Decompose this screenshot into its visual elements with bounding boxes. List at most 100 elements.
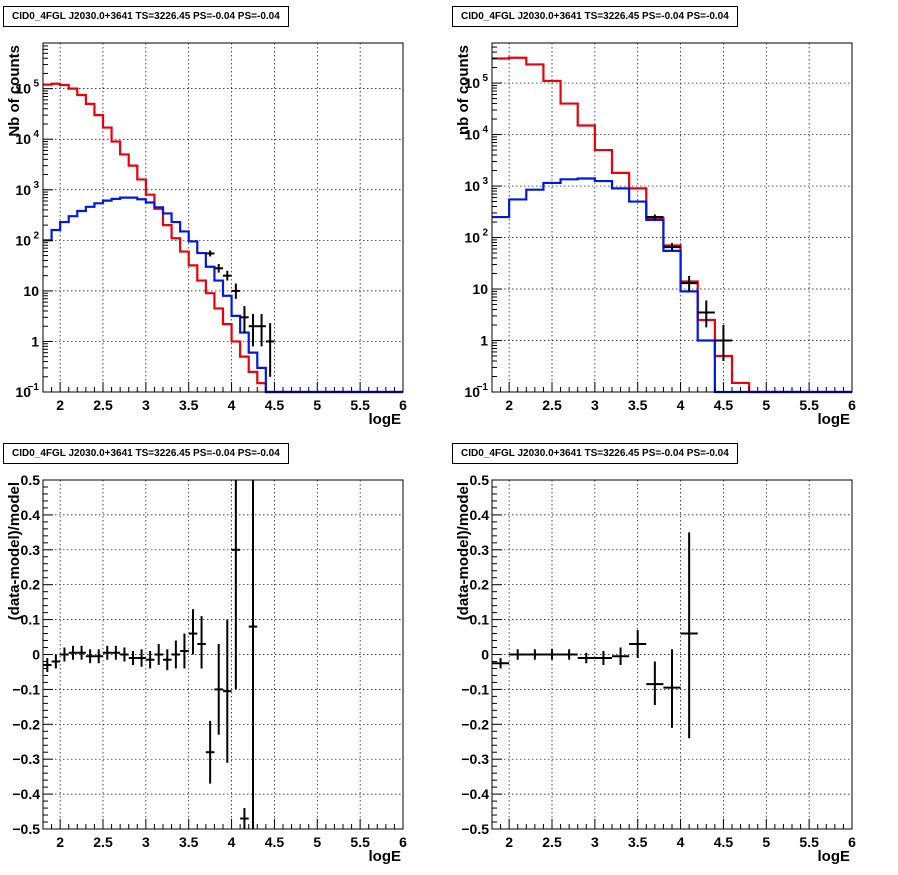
data-point bbox=[205, 720, 215, 784]
chart-title: CID0_4FGL J2030.0+3641 TS=3226.45 PS=-0.… bbox=[3, 6, 289, 27]
data-point bbox=[197, 616, 206, 669]
y-tick-label: 10 bbox=[15, 232, 31, 248]
y-tick-label: −0.3 bbox=[461, 751, 489, 767]
pad-residuals-right: 2 2.5 3 3.5 4 4.5 5 5.5 6 logE −0.5 −0.4 −0.3 −0.2 −0.… bbox=[449, 437, 898, 875]
y-tick-label: 10 bbox=[472, 281, 488, 297]
y-tick-exponent: 4 bbox=[482, 125, 488, 136]
data-point bbox=[137, 649, 146, 667]
y-tick-label: 10 bbox=[23, 283, 39, 299]
y-tick-label: −0.2 bbox=[461, 716, 489, 732]
x-tick-label: 4.5 bbox=[265, 834, 285, 850]
data-point bbox=[163, 649, 172, 671]
data-point bbox=[154, 644, 163, 665]
y-tick-label: 10 bbox=[15, 384, 31, 400]
y-tick-label: 10 bbox=[15, 81, 31, 97]
data-point bbox=[612, 647, 630, 665]
pad-counts-right: 2 2.5 3 3.5 4 4.5 5 5.5 6 logE 10 −1 1 10 10 2 10 3 10 4 10 5… bbox=[449, 0, 898, 437]
y-tick-label: 0.5 bbox=[21, 472, 41, 488]
y-tick-label: 10 bbox=[464, 230, 480, 246]
data-point bbox=[714, 325, 732, 362]
y-axis: −0.5 −0.4 −0.3 −0.2 −0.1 0 0.1 0.2 0.3 0.4 0.5(dat… bbox=[6, 472, 53, 837]
y-tick-label: 0.5 bbox=[470, 472, 490, 488]
x-tick-label: 3 bbox=[591, 834, 599, 850]
x-tick-label: 3 bbox=[591, 397, 599, 413]
data-point bbox=[111, 645, 121, 660]
y-tick-exponent: 3 bbox=[482, 176, 488, 187]
x-tick-label: 4.5 bbox=[265, 397, 285, 413]
y-tick-label: 10 bbox=[464, 384, 480, 400]
data-point bbox=[43, 657, 52, 672]
data-point bbox=[205, 250, 215, 257]
data-point bbox=[231, 283, 241, 299]
grid bbox=[43, 480, 403, 829]
x-tick-label: 3.5 bbox=[179, 834, 199, 850]
y-tick-exponent: 5 bbox=[33, 79, 39, 90]
y-axis-label: nb of counts bbox=[455, 45, 472, 135]
data-point bbox=[171, 640, 181, 669]
x-axis-label: logE bbox=[818, 411, 851, 428]
y-tick-exponent: −1 bbox=[28, 382, 40, 393]
x-tick-label: 2 bbox=[56, 834, 64, 850]
x-tick-label: 5 bbox=[313, 397, 321, 413]
x-tick-label: 4 bbox=[677, 834, 685, 850]
y-tick-label: 10 bbox=[464, 178, 480, 194]
x-tick-label: 6 bbox=[848, 834, 856, 850]
x-tick-label: 6 bbox=[399, 397, 407, 413]
data-point bbox=[265, 323, 275, 377]
x-tick-label: 4 bbox=[228, 397, 236, 413]
x-tick-label: 5.5 bbox=[350, 834, 370, 850]
data-point bbox=[663, 649, 681, 728]
x-tick-label: 3.5 bbox=[628, 397, 648, 413]
data-point bbox=[663, 243, 681, 251]
chart-residuals-left: 2 2.5 3 3.5 4 4.5 5 5.5 6logE−0.5−0.4−0.3−0.2−0.… bbox=[6, 472, 407, 865]
x-tick-label: 5 bbox=[313, 834, 321, 850]
data-point bbox=[77, 645, 86, 660]
data-point bbox=[60, 647, 69, 662]
x-tick-label: 3.5 bbox=[179, 397, 199, 413]
y-tick-label: 0.2 bbox=[21, 577, 41, 593]
y-tick-label: −0.5 bbox=[12, 821, 40, 837]
x-tick-label: 4.5 bbox=[714, 834, 734, 850]
x-tick-label: 2 bbox=[505, 834, 513, 850]
y-tick-label: −0.1 bbox=[461, 681, 489, 697]
data-point bbox=[680, 532, 698, 739]
x-tick-label: 3 bbox=[142, 834, 150, 850]
y-tick-exponent: 2 bbox=[482, 228, 488, 239]
x-tick-label: 4 bbox=[677, 397, 685, 413]
y-tick-label: −0.2 bbox=[12, 716, 40, 732]
grid bbox=[43, 43, 403, 392]
data-point bbox=[240, 808, 249, 829]
data-point bbox=[248, 313, 258, 347]
data-point bbox=[697, 300, 715, 328]
y-tick-label: 0.4 bbox=[21, 507, 41, 523]
y-tick-label: 10 bbox=[15, 131, 31, 147]
x-axis-label: logE bbox=[369, 411, 402, 428]
x-tick-label: 2.5 bbox=[93, 834, 113, 850]
y-tick-label: 0.3 bbox=[470, 542, 490, 558]
y-tick-label: 1 bbox=[480, 333, 488, 349]
y-axis: −0.5 −0.4 −0.3 −0.2 −0.1 0 0.1 0.2 0.3 0.4 0.5(dat… bbox=[455, 472, 502, 837]
data-point bbox=[526, 649, 544, 660]
data-point bbox=[128, 651, 138, 665]
x-tick-label: 2.5 bbox=[542, 834, 562, 850]
y-tick-label: 1 bbox=[31, 333, 39, 349]
y-tick-label: 0.3 bbox=[21, 542, 41, 558]
plot-area: 2 2.5 3 3.5 4 4.5 5 5.5 6logE−0.5−0.4−0.3−0.2−0.… bbox=[455, 472, 856, 865]
y-tick-label: 0.2 bbox=[470, 577, 490, 593]
x-tick-label: 5.5 bbox=[350, 397, 370, 413]
plot-background bbox=[43, 43, 403, 392]
data-point bbox=[214, 644, 223, 735]
data-point bbox=[103, 645, 112, 660]
y-tick-label: −0.3 bbox=[12, 751, 40, 767]
chart-title: CID0_4FGL J2030.0+3641 TS=3226.45 PS=-0.… bbox=[452, 6, 738, 27]
y-tick-label: 10 bbox=[15, 182, 31, 198]
x-tick-label: 4 bbox=[228, 834, 236, 850]
data-point bbox=[509, 649, 527, 660]
data-point bbox=[594, 651, 612, 665]
